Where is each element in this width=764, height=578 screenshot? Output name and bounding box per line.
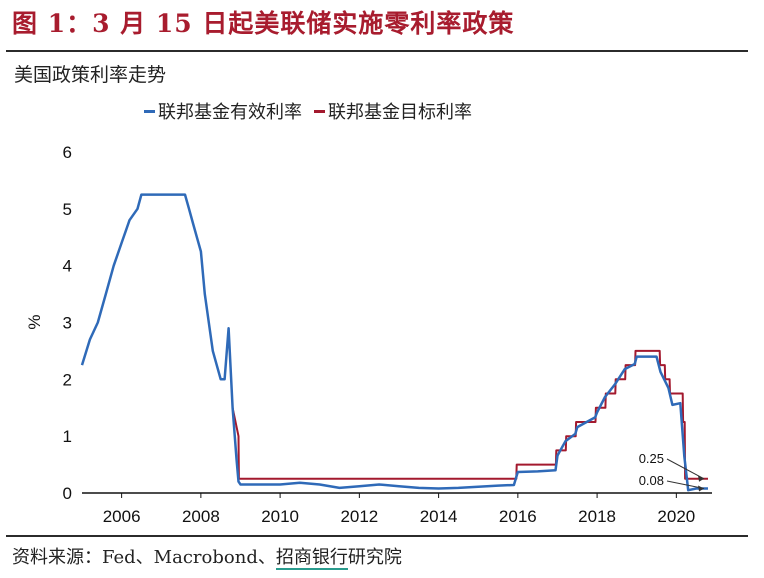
- y-tick-label: 6: [63, 143, 72, 162]
- x-ticks: 2006 2008 2010 2012 2014 2016 2018 2020: [103, 493, 695, 526]
- chart-legend: 联邦基金有效利率 联邦基金目标利率: [144, 98, 472, 124]
- annotation-arrow: [666, 458, 705, 480]
- x-tick-label: 2008: [182, 507, 220, 526]
- figure-title: 图 1：3 月 15 日起美联储实施零利率政策: [12, 9, 515, 38]
- source-prefix: 资料来源：Fed、Macrobond、: [12, 547, 276, 568]
- target-rate-line: [231, 349, 708, 480]
- legend-label-effective: 联邦基金有效利率: [158, 102, 302, 123]
- series-group: [80, 193, 708, 492]
- legend-label-target: 联邦基金目标利率: [328, 102, 472, 123]
- y-tick-label: 3: [63, 314, 72, 333]
- annotation-arrow: [666, 480, 705, 489]
- annotation-label: 0.25: [639, 451, 664, 466]
- y-tick-label: 0: [63, 484, 72, 503]
- y-tick-label: 2: [63, 370, 72, 389]
- legend-item-target: 联邦基金目标利率: [314, 98, 472, 124]
- annotation-arrowhead: [698, 485, 705, 492]
- annotation-label: 0.08: [639, 473, 664, 488]
- y-tick-label: 4: [63, 257, 72, 276]
- x-tick-label: 2018: [578, 507, 616, 526]
- x-tick-label: 2020: [657, 507, 695, 526]
- policy-rate-chart: 0 1 2 3 4 5 6 2006 2008 2010 2012 2014 2016 2018 2020…: [25, 143, 712, 526]
- chart-title: 美国政策利率走势: [14, 64, 167, 86]
- source-suffix: 研究院: [347, 547, 402, 568]
- x-tick-label: 2006: [103, 507, 141, 526]
- source-brand: 招商银行: [275, 547, 348, 570]
- bottom-rule: [6, 535, 748, 537]
- source-note: 资料来源：Fed、Macrobond、招商银行研究院: [12, 543, 402, 570]
- top-rule: [6, 50, 748, 52]
- x-tick-label: 2016: [499, 507, 537, 526]
- y-axis-label: %: [25, 314, 44, 329]
- y-ticks: 0 1 2 3 4 5 6: [63, 143, 72, 503]
- y-tick-label: 5: [63, 200, 72, 219]
- legend-swatch-target: [314, 109, 325, 113]
- annotations-group: 0.25 0.08: [639, 451, 705, 492]
- annotation-arrowhead: [698, 475, 705, 482]
- x-tick-label: 2010: [261, 507, 299, 526]
- legend-item-effective: 联邦基金有效利率: [144, 98, 302, 124]
- x-tick-label: 2014: [420, 507, 458, 526]
- effective-rate-line: [80, 193, 708, 492]
- x-tick-label: 2012: [340, 507, 378, 526]
- y-tick-label: 1: [63, 427, 72, 446]
- legend-swatch-effective: [144, 109, 155, 113]
